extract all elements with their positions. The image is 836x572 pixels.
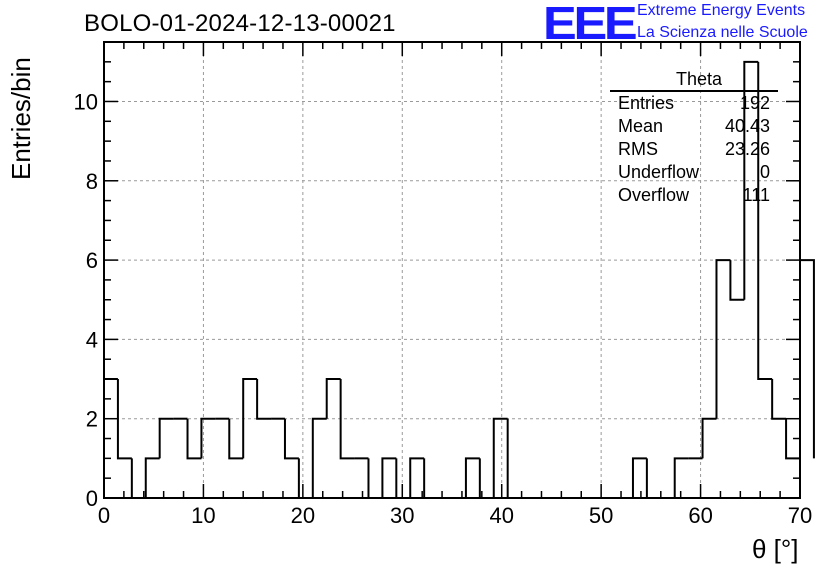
histogram-bin xyxy=(800,259,815,459)
logo-subtitle-2: La Scienza nelle Scuole xyxy=(637,24,808,41)
stats-label: RMS xyxy=(618,139,658,159)
histogram-bin xyxy=(144,457,160,498)
histogram-bin xyxy=(116,379,132,460)
stats-row-entries: Entries 192 xyxy=(610,92,778,115)
stats-value: 111 xyxy=(742,185,770,205)
stats-value: 0 xyxy=(759,162,770,182)
y-tick-label: 6 xyxy=(86,248,98,273)
histogram-bin xyxy=(325,378,341,419)
histogram-bin xyxy=(701,417,717,459)
y-tick-labels: 0 2 4 6 8 10 xyxy=(74,89,98,511)
histogram-bin xyxy=(297,458,313,499)
x-tick-label: 50 xyxy=(589,503,613,528)
stats-title: Theta xyxy=(610,68,778,92)
histogram-bin xyxy=(645,458,661,499)
x-tick-labels: 0 10 20 30 40 50 60 70 xyxy=(98,503,812,528)
y-tick-label: 8 xyxy=(86,169,98,194)
y-axis-label: Entries/bin xyxy=(6,57,36,180)
stats-label: Mean xyxy=(618,116,664,136)
stats-value: 40.43 xyxy=(724,116,770,136)
x-tick-label: 60 xyxy=(688,503,712,528)
x-tick-label: 20 xyxy=(291,503,315,528)
logo-subtitle-1: Extreme Energy Events xyxy=(637,2,806,19)
histogram-bin xyxy=(256,379,272,420)
plot-title: BOLO-01-2024-12-13-00021 xyxy=(84,10,396,37)
x-axis-label: θ [°] xyxy=(752,534,799,564)
axis-ticks xyxy=(103,41,801,499)
stats-value: 23.26 xyxy=(724,139,770,159)
stats-label: Underflow xyxy=(618,162,700,182)
histogram-bin xyxy=(785,418,800,460)
histogram-bin xyxy=(228,418,244,460)
stats-row-underflow: Underflow 0 xyxy=(610,161,778,184)
plot-frame xyxy=(103,41,801,499)
histogram-bin xyxy=(311,417,327,498)
histogram-bin xyxy=(506,418,522,499)
histogram-bin xyxy=(743,60,759,300)
histogram-bin xyxy=(673,457,689,498)
histogram-bin xyxy=(631,457,647,498)
histogram-bin xyxy=(423,458,439,499)
histogram-bin xyxy=(492,417,508,498)
y-tick-label: 4 xyxy=(86,327,98,352)
histogram-bin xyxy=(283,418,299,460)
y-tick-label: 2 xyxy=(86,407,98,432)
stats-value: 192 xyxy=(739,93,770,113)
y-tick-label: 10 xyxy=(74,89,98,114)
stats-label: Entries xyxy=(618,93,675,113)
x-tick-label: 70 xyxy=(788,503,812,528)
histogram-bin xyxy=(186,418,202,460)
histogram-bin xyxy=(242,378,258,459)
stats-row-overflow: Overflow 111 xyxy=(610,184,778,207)
histogram-bin xyxy=(757,61,773,381)
histogram-bin xyxy=(464,457,480,498)
y-tick-label: 0 xyxy=(86,486,98,511)
x-tick-label: 40 xyxy=(489,503,513,528)
x-tick-label: 10 xyxy=(191,503,215,528)
stats-row-mean: Mean 40.43 xyxy=(610,115,778,138)
histogram-bin xyxy=(339,379,355,460)
histogram-bin xyxy=(409,457,425,498)
histogram-bin xyxy=(395,458,411,499)
histogram-bin xyxy=(367,458,383,499)
x-tick-label: 0 xyxy=(98,503,110,528)
histogram-bin xyxy=(381,457,397,498)
eee-logo: EEE xyxy=(543,0,638,49)
histogram-bin xyxy=(729,260,745,301)
histogram-bin xyxy=(200,417,216,459)
stats-row-rms: RMS 23.26 xyxy=(610,138,778,161)
histogram-bin xyxy=(771,379,787,420)
stats-box: Theta Entries 192 Mean 40.43 RMS 23.26 U… xyxy=(610,68,778,207)
histogram-bin xyxy=(158,417,174,459)
histogram-bin xyxy=(715,259,731,419)
x-tick-label: 30 xyxy=(390,503,414,528)
stats-label: Overflow xyxy=(618,185,690,205)
